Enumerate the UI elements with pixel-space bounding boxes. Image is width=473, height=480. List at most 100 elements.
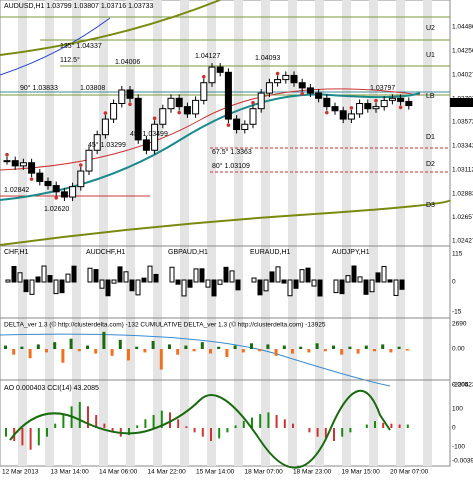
ao-axis: 0.005234	[452, 382, 473, 389]
delta-bar	[299, 346, 303, 349]
symbol-label: GBPAUD,H1	[168, 249, 208, 256]
candle	[331, 106, 339, 112]
corr-candle	[35, 276, 41, 283]
delta-bar	[53, 342, 57, 349]
annotation: 80° 1.03109	[212, 162, 250, 170]
plot-frame	[0, 0, 451, 467]
candle	[372, 106, 380, 110]
corr-candle	[53, 279, 59, 295]
corr-candle	[111, 279, 117, 284]
delta-bar	[356, 349, 360, 354]
candle	[200, 82, 208, 101]
corr-candle	[263, 279, 269, 292]
candle	[265, 82, 273, 94]
candle	[151, 123, 159, 151]
candle	[134, 97, 142, 141]
corr-candle	[93, 269, 99, 283]
session-band	[45, 0, 54, 466]
candle	[290, 74, 298, 84]
candle	[323, 97, 331, 108]
corr-candle	[269, 271, 275, 283]
corr-candle	[5, 279, 11, 283]
symbol-label: AUDCHF,H1	[86, 249, 125, 256]
candle	[11, 160, 19, 167]
delta-bar	[274, 349, 278, 356]
delta-bar	[282, 345, 286, 349]
delta-bar	[192, 349, 196, 352]
dashed-levels	[210, 147, 450, 173]
time-label: 14 Mar 22:00	[148, 469, 187, 476]
corr-candle	[251, 277, 257, 283]
delta-bar	[118, 339, 122, 349]
candle	[298, 82, 306, 89]
session-band	[18, 0, 27, 466]
session-band	[126, 0, 135, 466]
delta-bar	[143, 349, 147, 353]
delta-bar	[250, 343, 253, 349]
corr-candle	[99, 279, 105, 289]
corr-candle	[345, 275, 351, 283]
delta-bar	[45, 349, 48, 353]
price-marker	[450, 98, 473, 107]
delta-axis: -2204	[452, 382, 469, 389]
session-band	[423, 0, 432, 466]
ao-axis: -0.003986	[452, 458, 473, 465]
level-label: D2	[426, 161, 435, 168]
symbol-label: AUDJPY,H1	[332, 249, 370, 256]
annotation: 90° 1.03833	[20, 84, 58, 92]
corr-axis: 0	[452, 279, 456, 286]
corr-candle	[217, 279, 223, 285]
delta-axis: 2690	[452, 321, 467, 328]
corr-candle	[135, 279, 141, 296]
corr-candle	[199, 268, 205, 283]
candle	[101, 118, 109, 136]
delta-bar	[20, 346, 24, 349]
ao-title: AO 0.000403 CCI(14) 43.2085	[4, 385, 99, 392]
swing-dot	[202, 74, 206, 79]
delta-bar	[159, 349, 163, 370]
candle	[192, 99, 200, 115]
price-label: 1.03112	[452, 167, 473, 174]
session-band	[153, 0, 162, 466]
corr-candle	[299, 269, 305, 283]
delta-bar	[94, 349, 98, 354]
delta-bar	[176, 349, 180, 355]
swing-dot	[152, 116, 157, 121]
candle	[208, 66, 216, 84]
delta-bar	[307, 349, 311, 353]
delta-bar	[315, 343, 319, 349]
delta-bar	[28, 349, 32, 359]
swing-dot	[251, 100, 255, 105]
level-label: U1	[426, 52, 435, 59]
annotation: 1.04127	[195, 53, 220, 60]
delta-bar	[135, 346, 139, 349]
corr-candle	[275, 266, 281, 283]
swing-dot	[5, 152, 9, 157]
candle	[306, 87, 314, 94]
delta-bar	[184, 345, 188, 349]
corr-candle	[105, 279, 111, 297]
annotation: 1.04093	[255, 55, 280, 62]
candle	[282, 74, 290, 81]
session-band	[234, 0, 243, 466]
swing-dot	[79, 163, 83, 167]
delta-bar	[405, 349, 409, 351]
delta-bar	[110, 349, 114, 356]
delta-bar	[127, 349, 130, 361]
candle	[216, 66, 224, 73]
candle	[315, 92, 323, 99]
session-band	[261, 0, 270, 466]
candle	[93, 134, 101, 151]
delta-bar	[348, 346, 352, 349]
delta-bar	[258, 349, 262, 352]
corr-candle	[305, 267, 311, 283]
time-label: 15 Mar 14:00	[196, 469, 235, 476]
candle	[85, 149, 93, 172]
level-label: LB	[426, 93, 435, 100]
annotation: 1.03808	[80, 85, 105, 92]
delta-bar	[266, 344, 270, 349]
delta-title: DELTA_ver 1.3 (© http://clusterdelta.com…	[4, 321, 326, 329]
corr-candle	[59, 279, 65, 294]
ao-axis: 0	[452, 425, 456, 432]
candle	[69, 186, 77, 198]
